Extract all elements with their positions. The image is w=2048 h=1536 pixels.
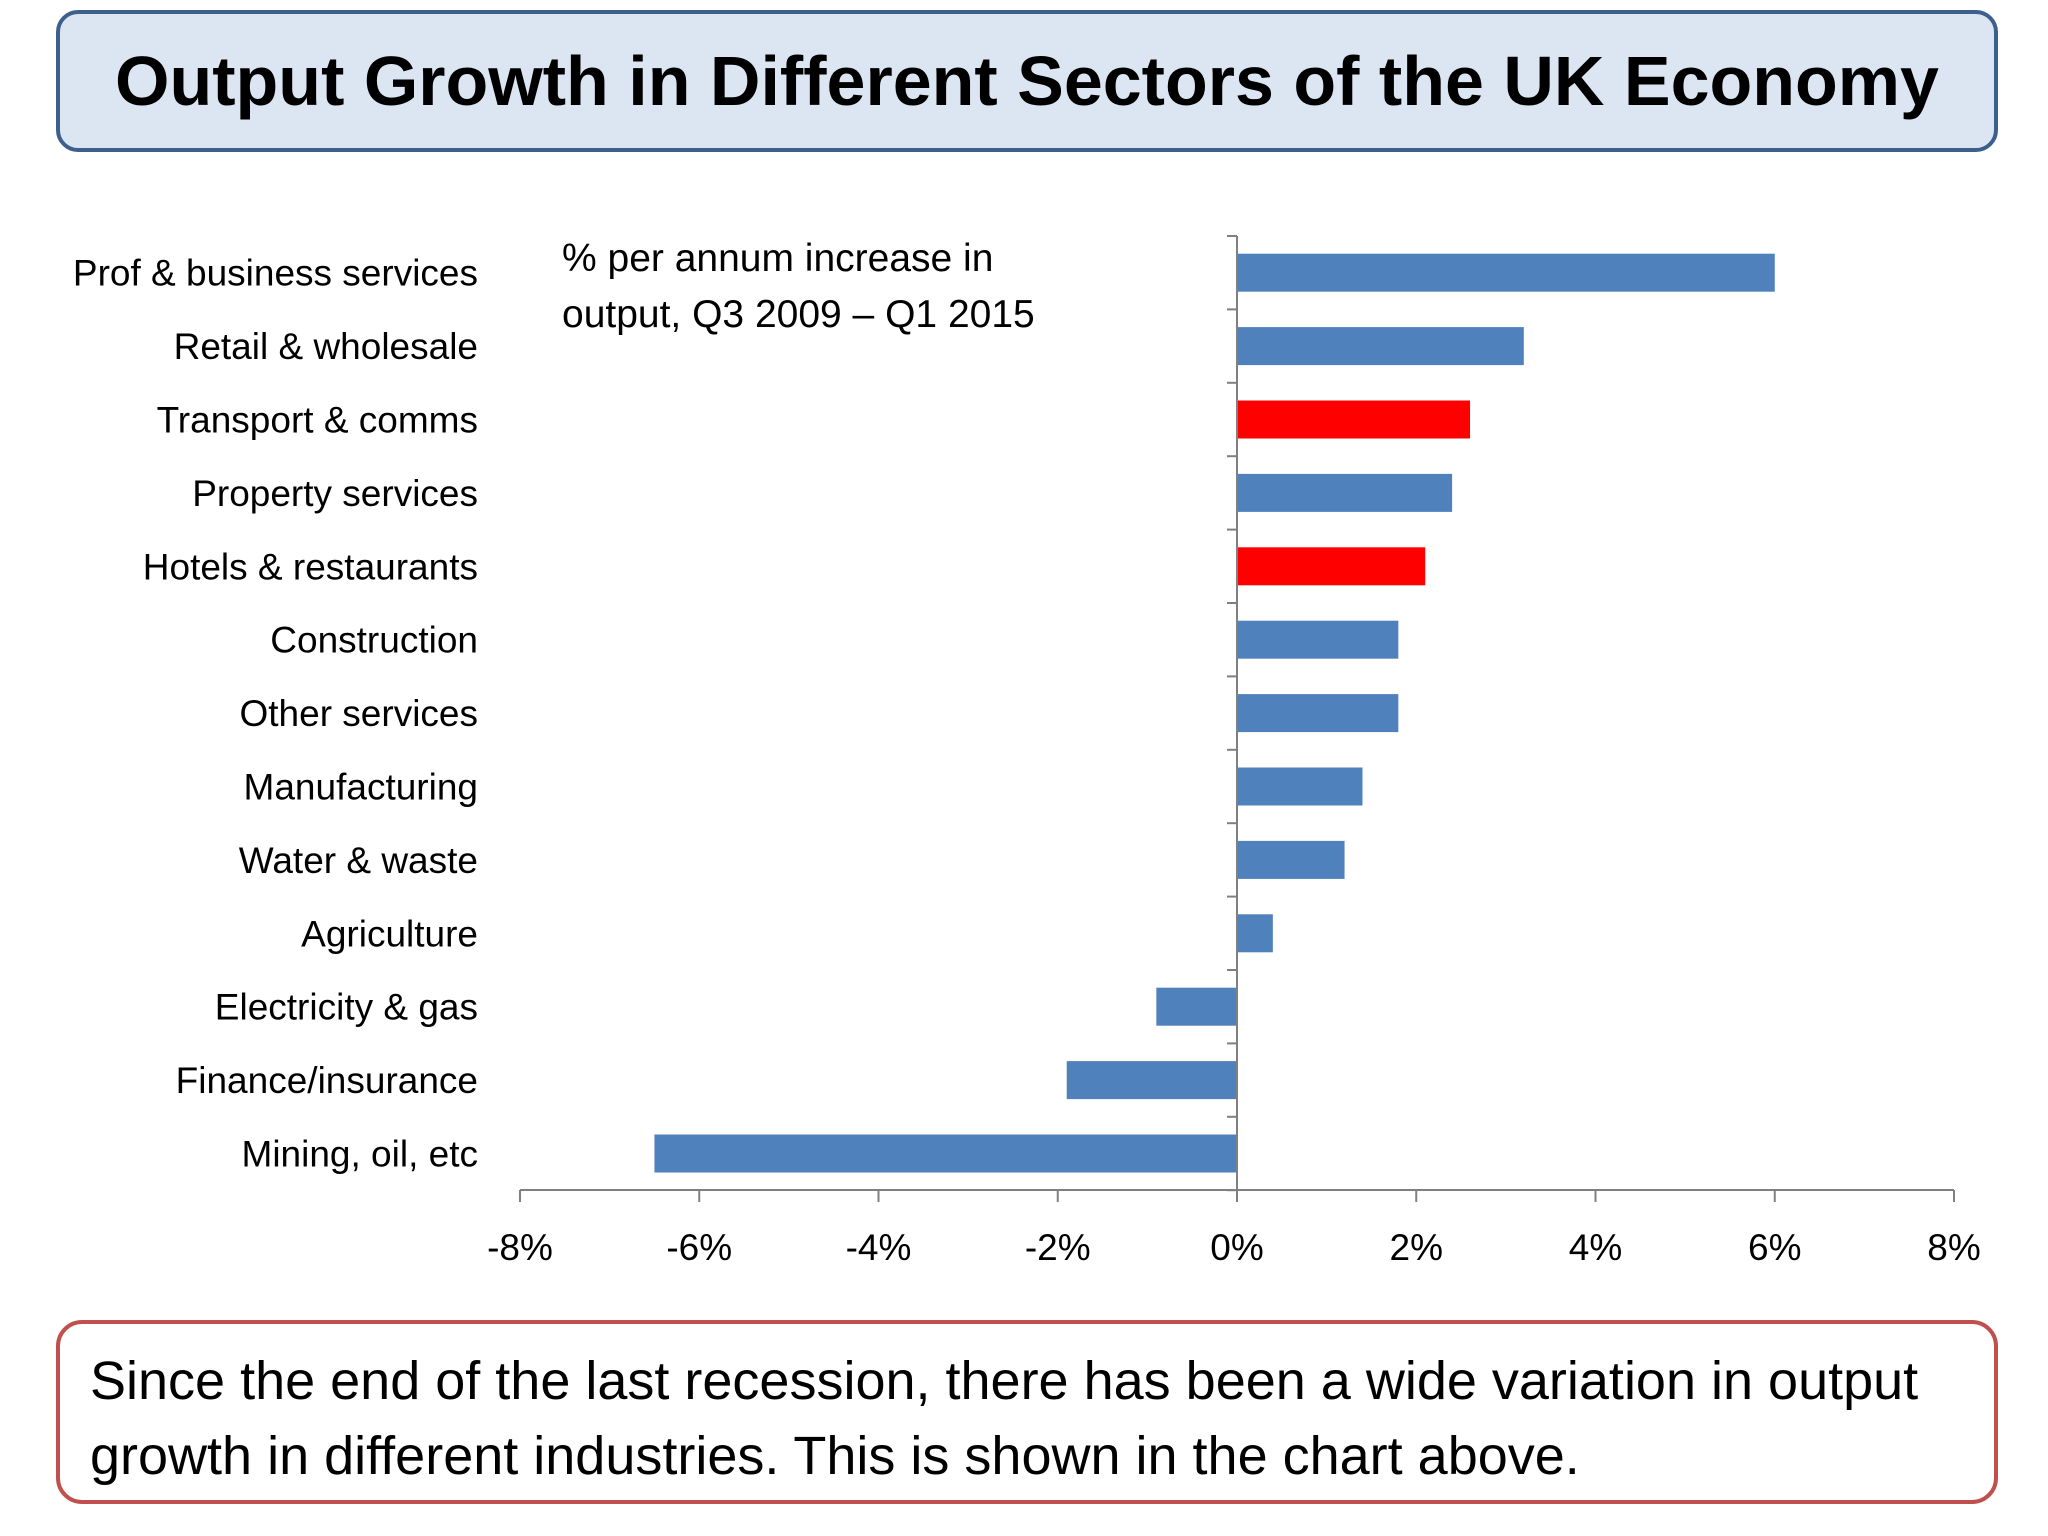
bar-6 bbox=[1237, 694, 1399, 733]
bar-0 bbox=[1237, 253, 1775, 292]
bar-4 bbox=[1237, 547, 1426, 586]
footnote-text: Since the end of the last recession, the… bbox=[90, 1351, 1919, 1486]
category-label-1: Retail & wholesale bbox=[174, 326, 478, 367]
title-box: Output Growth in Different Sectors of th… bbox=[56, 10, 1998, 152]
category-label-8: Water & waste bbox=[239, 840, 478, 881]
x-tick-label-7: 6% bbox=[1748, 1227, 1801, 1268]
category-label-4: Hotels & restaurants bbox=[143, 546, 478, 587]
category-label-6: Other services bbox=[239, 693, 478, 734]
category-label-7: Manufacturing bbox=[244, 767, 478, 808]
category-label-3: Property services bbox=[192, 473, 478, 514]
x-tick-label-0: -8% bbox=[487, 1227, 553, 1268]
bar-3 bbox=[1237, 473, 1453, 512]
bar-8 bbox=[1237, 840, 1345, 879]
x-tick-label-8: 8% bbox=[1927, 1227, 1980, 1268]
x-tick-label-2: -4% bbox=[846, 1227, 912, 1268]
chart-annotation-line-2: output, Q3 2009 – Q1 2015 bbox=[562, 293, 1035, 336]
x-tick-label-3: -2% bbox=[1025, 1227, 1091, 1268]
category-label-11: Finance/insurance bbox=[176, 1060, 478, 1101]
chart-annotation-line-1: % per annum increase in bbox=[562, 237, 993, 280]
bar-9 bbox=[1237, 914, 1273, 953]
footnote-box: Since the end of the last recession, the… bbox=[56, 1320, 1998, 1504]
bar-7 bbox=[1237, 767, 1363, 806]
bar-11 bbox=[1066, 1061, 1237, 1100]
category-label-0: Prof & business services bbox=[73, 253, 478, 294]
bar-1 bbox=[1237, 327, 1524, 366]
category-label-12: Mining, oil, etc bbox=[242, 1134, 479, 1175]
bar-12 bbox=[654, 1134, 1237, 1173]
x-tick-label-6: 4% bbox=[1569, 1227, 1622, 1268]
bar-5 bbox=[1237, 620, 1399, 659]
x-tick-label-4: 0% bbox=[1210, 1227, 1263, 1268]
x-tick-label-5: 2% bbox=[1390, 1227, 1443, 1268]
x-tick-label-1: -6% bbox=[666, 1227, 732, 1268]
category-label-10: Electricity & gas bbox=[215, 987, 478, 1028]
category-label-9: Agriculture bbox=[301, 913, 478, 954]
page-title: Output Growth in Different Sectors of th… bbox=[115, 42, 1939, 120]
bar-2 bbox=[1237, 400, 1471, 439]
category-label-2: Transport & comms bbox=[157, 400, 478, 441]
category-label-5: Construction bbox=[270, 620, 478, 661]
bar-10 bbox=[1156, 987, 1237, 1026]
